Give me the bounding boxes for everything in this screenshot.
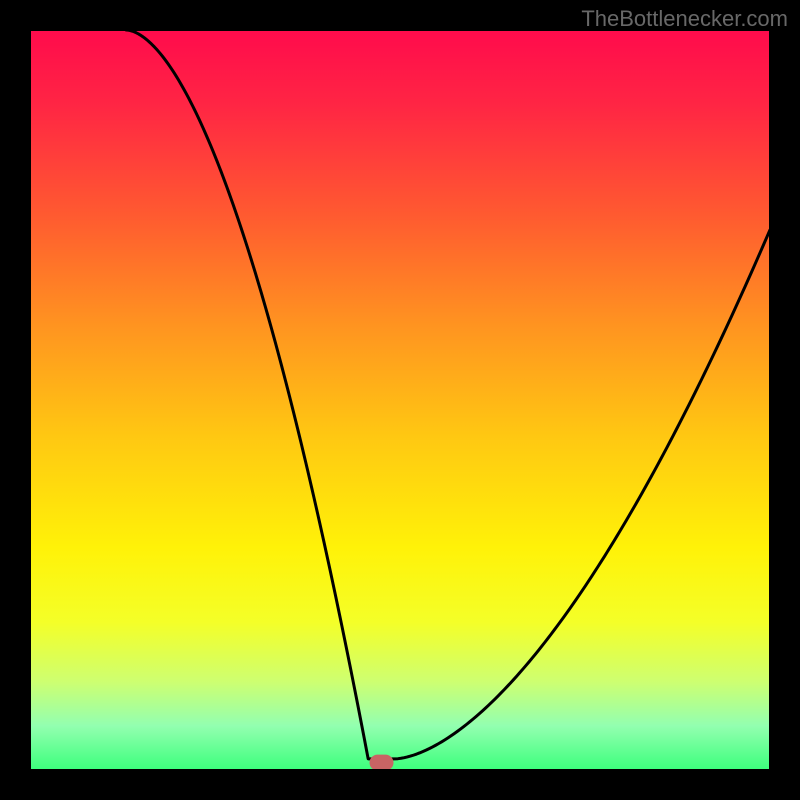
bottleneck-chart-svg [0, 0, 800, 800]
plot-background [30, 30, 770, 770]
chart-stage: TheBottlenecker.com [0, 0, 800, 800]
watermark-link[interactable]: TheBottlenecker.com [581, 6, 788, 32]
notch-marker [370, 755, 394, 771]
